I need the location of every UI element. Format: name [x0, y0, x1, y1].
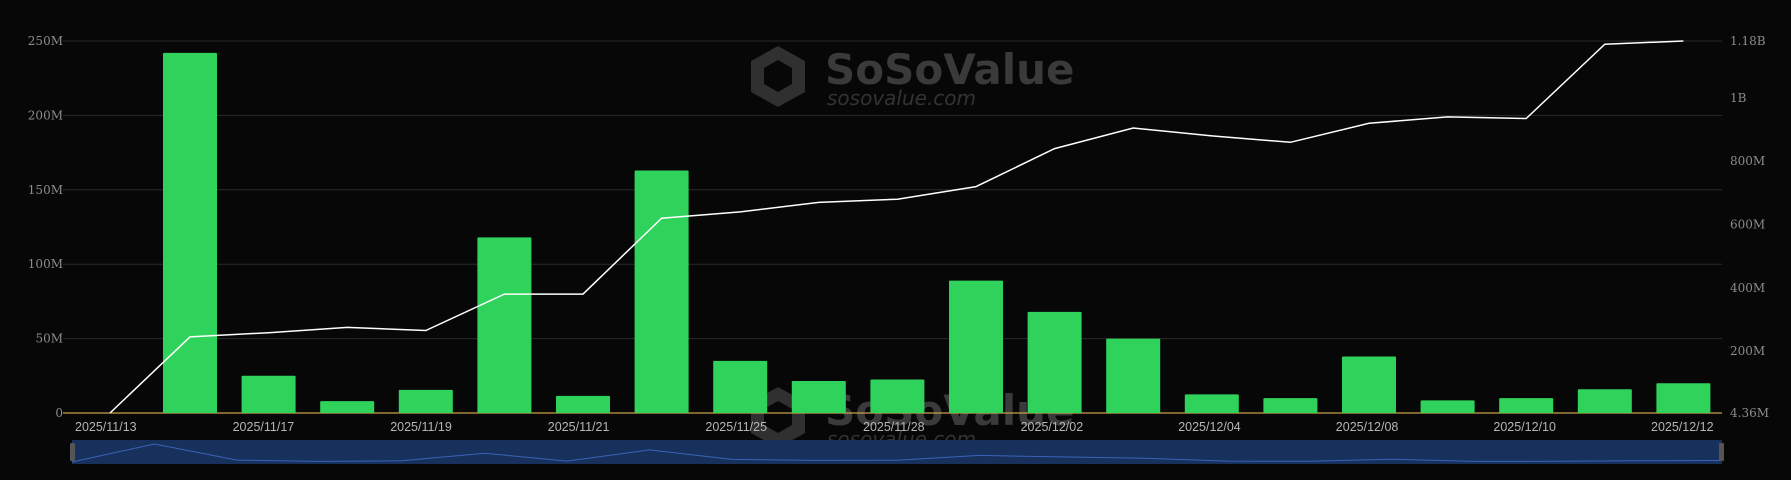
right-tick-label: 1B [1730, 91, 1747, 105]
left-tick-label: 50M [35, 332, 63, 346]
left-tick-label: 100M [28, 257, 63, 271]
bar [870, 379, 925, 413]
bar [791, 381, 846, 413]
bar [1420, 400, 1475, 413]
left-tick-label: 150M [28, 183, 63, 197]
navigator-sparkline [71, 443, 1723, 463]
x-tick-label: 2025/12/02 [1021, 420, 1084, 434]
bar [713, 360, 768, 413]
left-tick-label: 200M [28, 108, 63, 122]
bar [1106, 338, 1161, 413]
bar [163, 52, 217, 414]
x-tick-label: 2025/12/12 [1651, 420, 1714, 434]
bar [320, 401, 375, 413]
bar [1499, 398, 1554, 413]
x-tick-label: 2025/11/13 [75, 420, 137, 434]
right-tick-label: 4.36M [1730, 406, 1769, 420]
watermark-url: sosovalue.com [827, 86, 976, 110]
left-tick-label: 0 [55, 406, 63, 420]
x-tick-label: 2025/12/08 [1336, 420, 1399, 434]
right-tick-label: 400M [1730, 281, 1765, 295]
bar [1656, 383, 1711, 413]
watermark-brand: SoSoValue [825, 45, 1075, 94]
x-tick-label: 2025/11/17 [233, 420, 295, 434]
bar [477, 237, 532, 413]
right-axis: 4.36M 200M 400M 600M 800M 1B 1.18B [1730, 34, 1769, 420]
range-navigator[interactable] [70, 440, 1724, 464]
right-tick-label: 600M [1730, 218, 1765, 232]
bar [398, 389, 453, 413]
x-tick-label: 2025/11/19 [390, 420, 452, 434]
bar [949, 280, 1003, 413]
bar [1263, 398, 1318, 413]
line-series [109, 40, 1684, 414]
left-tick-label: 250M [28, 34, 63, 48]
bar [1184, 394, 1239, 413]
bar [1027, 311, 1082, 413]
bar [556, 395, 610, 413]
right-tick-label: 1.18B [1730, 34, 1766, 48]
bar [634, 170, 689, 413]
x-tick-label: 2025/11/25 [705, 420, 767, 434]
x-tick-label: 2025/11/28 [863, 420, 925, 434]
x-tick-label: 2025/11/21 [548, 420, 610, 434]
logo-icon [751, 46, 805, 107]
navigator-left-handle[interactable] [70, 443, 75, 461]
bar [241, 375, 296, 413]
navigator-right-handle[interactable] [1719, 443, 1724, 461]
bar-series [163, 52, 1711, 414]
right-tick-label: 200M [1730, 344, 1765, 358]
x-tick-label: 2025/12/10 [1493, 420, 1556, 434]
cumulative-line [109, 40, 1684, 414]
bar [1342, 356, 1396, 413]
x-axis: 2025/11/13 2025/11/17 2025/11/19 2025/11/21… [75, 420, 1714, 434]
right-tick-label: 800M [1730, 154, 1765, 168]
x-tick-label: 2025/12/04 [1178, 420, 1241, 434]
left-axis: 0 50M 100M 150M 200M 250M [28, 34, 63, 420]
bar [1577, 389, 1632, 413]
